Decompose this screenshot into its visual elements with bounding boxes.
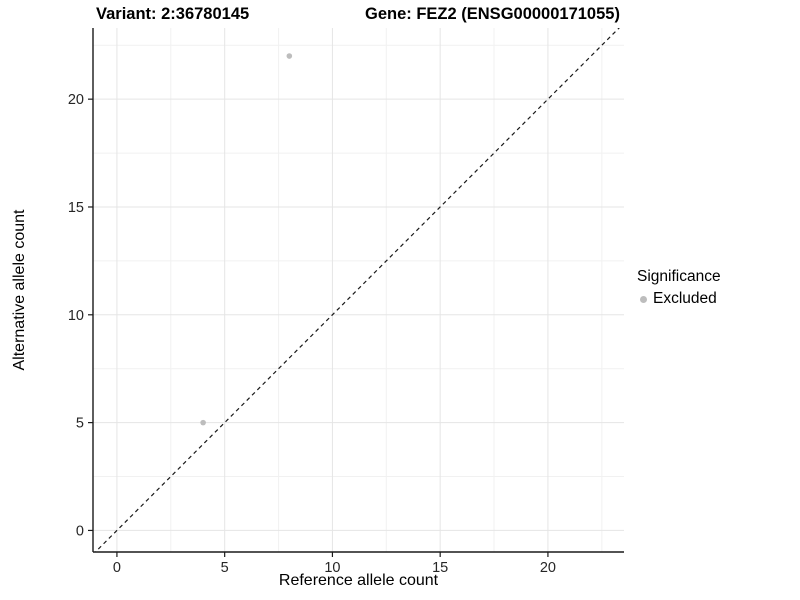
x-tick-label: 15 xyxy=(432,560,448,576)
legend: Significance Excluded xyxy=(637,268,721,308)
x-tick-label: 10 xyxy=(324,560,340,576)
x-axis-title: Reference allele count xyxy=(278,572,439,589)
y-tick-label: 0 xyxy=(76,523,84,539)
y-axis-title: Alternative allele count xyxy=(11,209,28,371)
x-tick-label: 0 xyxy=(113,560,121,576)
data-point xyxy=(286,53,293,59)
legend-entry-excluded: Excluded xyxy=(637,290,721,308)
plot-title-variant: Variant: 2:36780145 xyxy=(96,5,250,23)
plot-title-gene: Gene: FEZ2 (ENSG00000171055) xyxy=(365,5,620,23)
legend-point-icon xyxy=(640,295,647,303)
y-tick-label: 20 xyxy=(68,92,84,108)
y-tick-label: 15 xyxy=(68,200,84,216)
x-tick-label: 5 xyxy=(221,560,229,576)
legend-entry-label: Excluded xyxy=(653,290,717,307)
data-point xyxy=(200,419,206,426)
legend-title: Significance xyxy=(637,268,721,285)
identity-reference-line xyxy=(94,28,620,552)
y-tick-label: 10 xyxy=(68,308,84,324)
y-tick-label: 5 xyxy=(76,416,84,432)
x-tick-label: 20 xyxy=(540,560,556,576)
